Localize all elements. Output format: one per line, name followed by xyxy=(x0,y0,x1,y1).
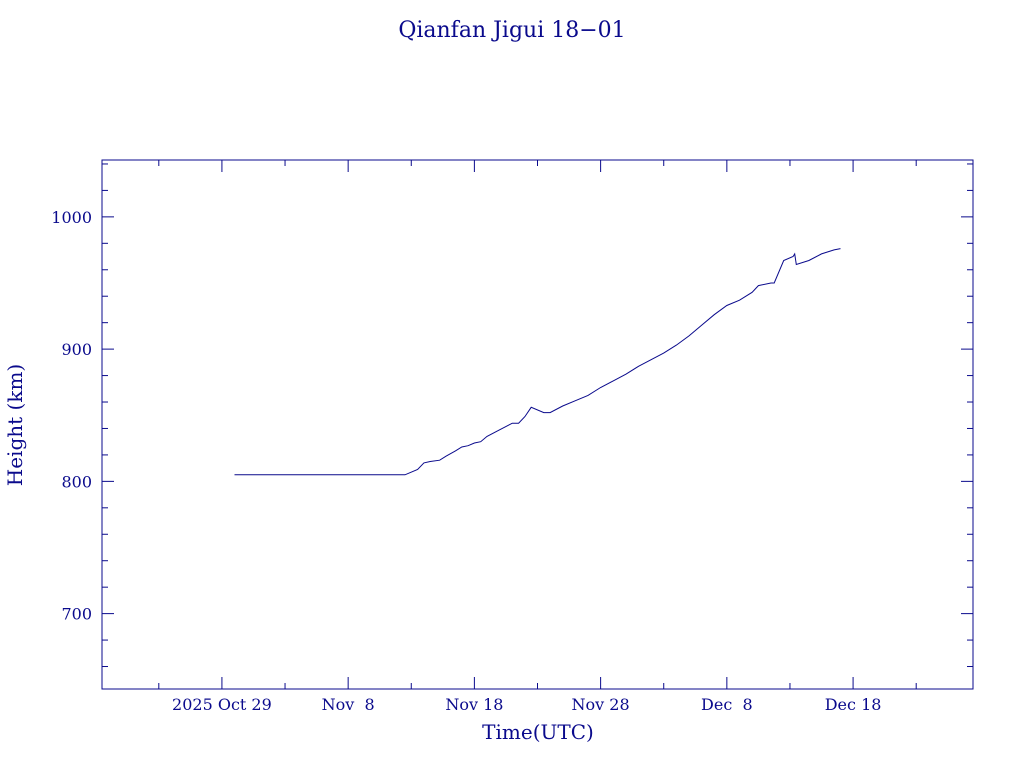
x-tick-label: Nov 8 xyxy=(322,695,375,714)
x-tick-labels: 2025 Oct 29 Nov 8 Nov 18 Nov 28 Dec 8 Dec 18 xyxy=(172,695,881,714)
x-axis-label: Time(UTC) xyxy=(482,720,594,744)
y-tick-label: 800 xyxy=(61,472,92,491)
x-tick-label: Dec 18 xyxy=(825,695,882,714)
y-tick-label: 1000 xyxy=(51,208,92,227)
x-tick-label: Nov 28 xyxy=(572,695,630,714)
y-axis-label: Height (km) xyxy=(3,364,27,486)
y-tick-label: 900 xyxy=(61,340,92,359)
y-tick-label: 700 xyxy=(61,605,92,624)
plot-frame xyxy=(101,159,974,690)
series-line xyxy=(234,248,841,476)
axis-ticks xyxy=(102,160,973,689)
x-tick-label: 2025 Oct 29 xyxy=(172,695,272,714)
chart-title: Qianfan Jigui 18−01 xyxy=(398,18,625,43)
x-tick-label: Nov 18 xyxy=(445,695,503,714)
y-tick-labels: 700 800 900 1000 xyxy=(51,208,92,624)
x-tick-label: Dec 8 xyxy=(701,695,753,714)
